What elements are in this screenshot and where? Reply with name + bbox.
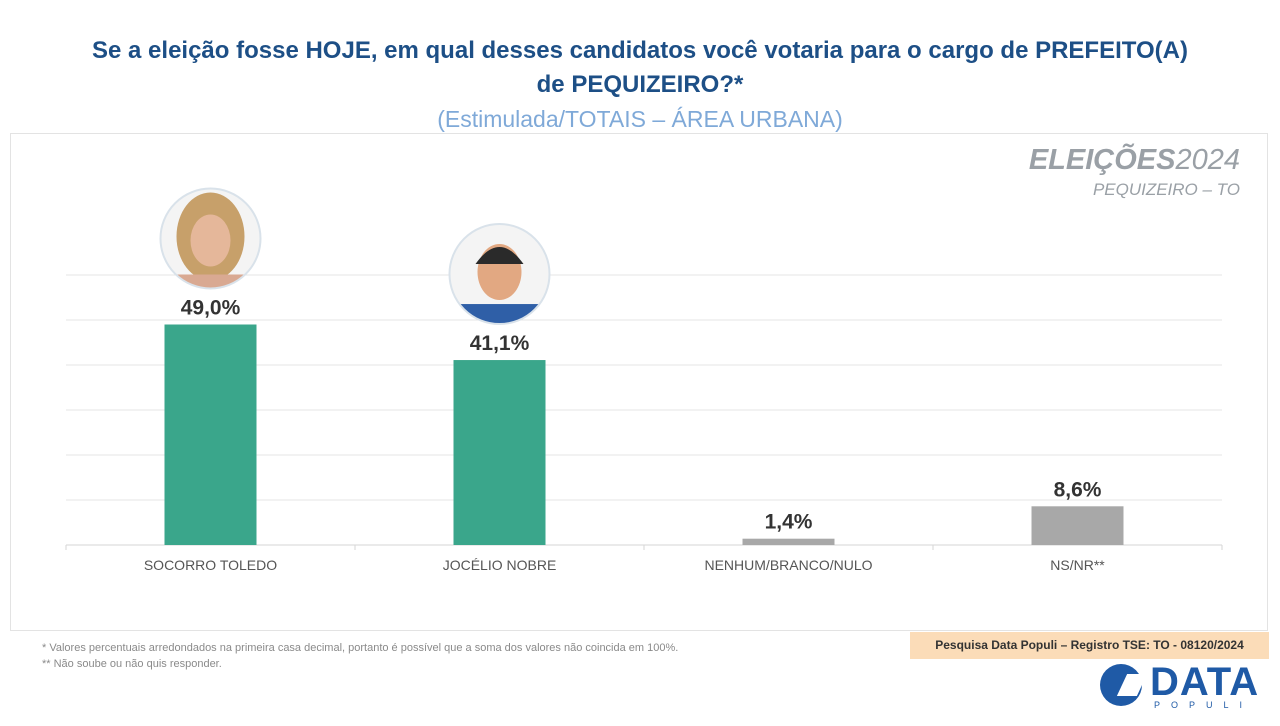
title-line-2: de PEQUIZEIRO?* (536, 71, 744, 98)
category-label: NS/NR** (1050, 557, 1105, 573)
gridlines (65, 274, 1223, 550)
brand-place: PEQUIZEIRO – TO (1092, 180, 1240, 199)
candidate-photo (159, 187, 262, 290)
brand-year: 2024 (1175, 144, 1240, 176)
elections-brand: ELEIÇÕES2024 PEQUIZEIRO – TO (1029, 144, 1240, 202)
bar (164, 324, 257, 545)
chart-title: Se a eleição fosse HOJE, em qual desses … (0, 34, 1280, 102)
chart-subtitle: (Estimulada/TOTAIS – ÁREA URBANA) (437, 106, 843, 132)
footnotes: * Valores percentuais arredondados na pr… (42, 640, 678, 672)
logo-word: DATA (1150, 660, 1260, 704)
data-label: 41,1% (470, 332, 530, 355)
footnote-nsnr: ** Não soube ou não quis responder. (42, 658, 222, 670)
title-line-1: Se a eleição fosse HOJE, em qual desses … (92, 37, 1188, 64)
logo-mark-icon (1100, 664, 1142, 706)
bar (1031, 506, 1124, 545)
logo-sub: POPULI (1154, 700, 1254, 710)
category-label: JOCÉLIO NOBRE (443, 557, 557, 573)
data-populi-logo: DATA POPULI (1098, 660, 1268, 712)
data-label: 8,6% (1054, 478, 1102, 501)
data-label: 1,4% (765, 511, 813, 534)
data-label: 49,0% (181, 297, 241, 320)
bar (742, 538, 835, 545)
candidate-photo (448, 223, 551, 326)
bar (453, 360, 546, 545)
category-label: NENHUM/BRANCO/NULO (704, 557, 872, 573)
footnote-rounding: * Valores percentuais arredondados na pr… (42, 642, 679, 654)
brand-elections: ELEIÇÕES (1028, 144, 1176, 176)
registration-badge: Pesquisa Data Populi – Registro TSE: TO … (910, 632, 1269, 659)
category-label: SOCORRO TOLEDO (144, 557, 277, 573)
bars: 49,0% SOCORRO TOLEDO 41,1% JOCÉLIO NOBRE 1,4… (144, 187, 1124, 573)
